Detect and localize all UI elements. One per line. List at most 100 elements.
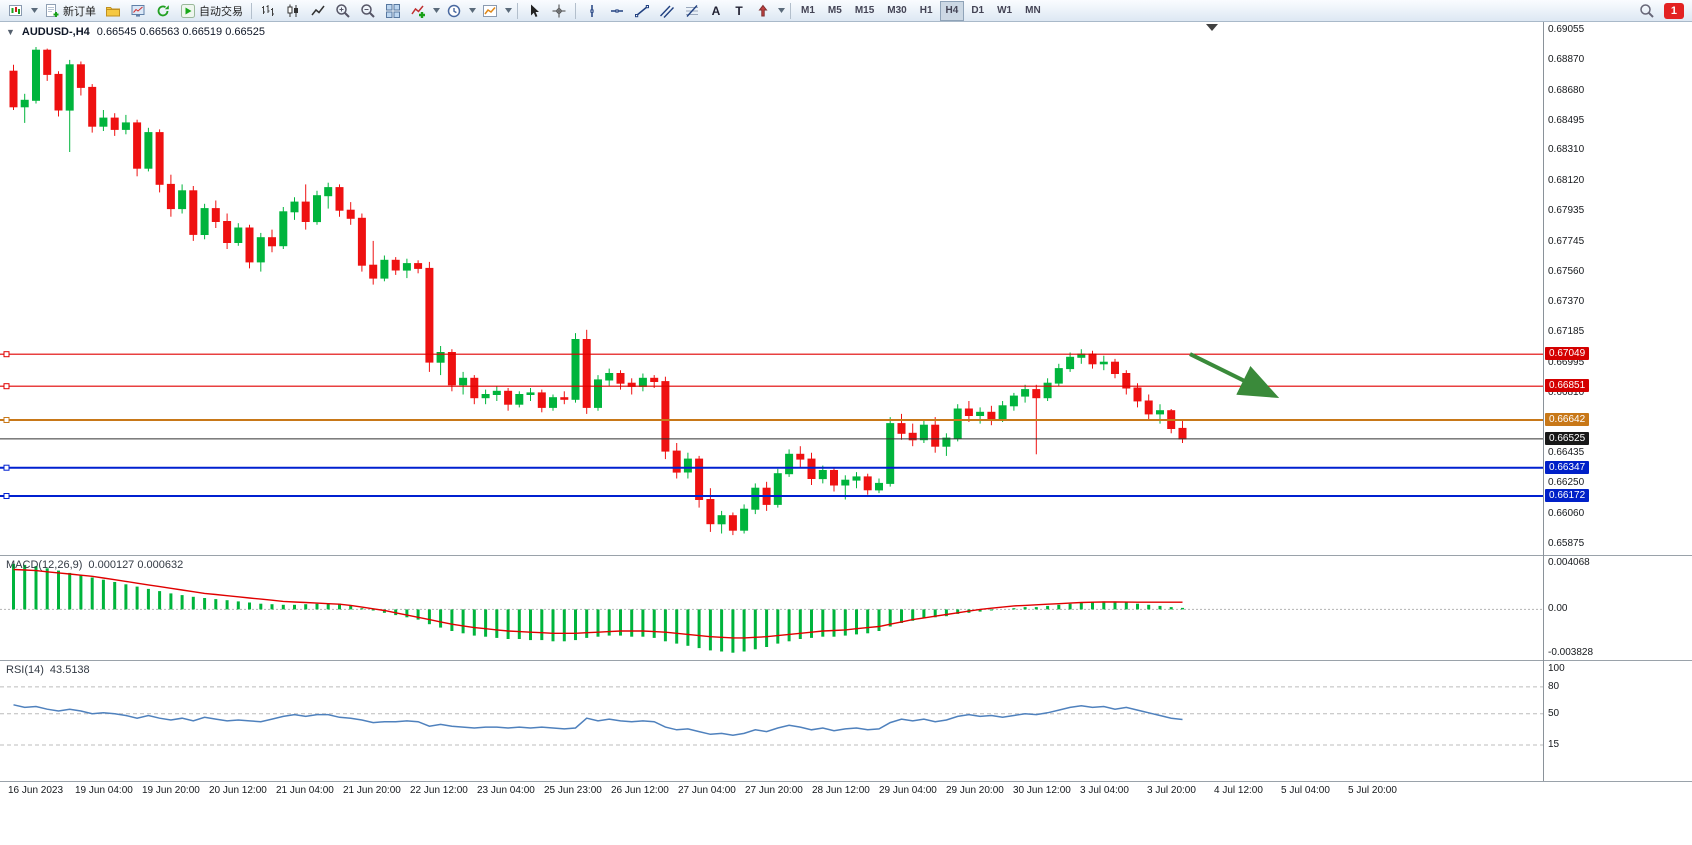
profiles-button[interactable] xyxy=(101,1,125,21)
candle-body xyxy=(54,73,63,111)
candle-body xyxy=(200,208,209,236)
tile-windows-icon xyxy=(386,3,400,18)
new-chart-dropdown[interactable] xyxy=(29,1,39,21)
time-axis[interactable]: 16 Jun 2023 19 Jun 04:00 19 Jun 20:00 20 Ju… xyxy=(0,782,1543,802)
timeframe-button-m1[interactable]: M1 xyxy=(795,1,821,21)
price-axis-label: 0.67185 xyxy=(1548,326,1585,337)
line-handle[interactable] xyxy=(3,493,10,499)
rsi-indicator-label: RSI(14) 43.5138 xyxy=(6,664,90,676)
bar-chart-icon xyxy=(262,4,274,16)
periods-dropdown[interactable] xyxy=(467,1,477,21)
templates-icon xyxy=(483,4,497,17)
chevron-down-icon xyxy=(777,8,785,13)
price-tag: 0.67049 xyxy=(1545,347,1590,360)
candle-body xyxy=(32,49,40,101)
line-handle[interactable] xyxy=(3,417,10,423)
timeframe-button-m30[interactable]: M30 xyxy=(881,1,912,21)
templates-dropdown[interactable] xyxy=(503,1,513,21)
rsi-panel[interactable] xyxy=(0,662,1543,781)
main-price-chart[interactable] xyxy=(0,22,1543,554)
bar-chart-mode-button[interactable] xyxy=(256,1,280,21)
timeframe-button-w1[interactable]: W1 xyxy=(991,1,1018,21)
timeframe-button-mn[interactable]: MN xyxy=(1019,1,1047,21)
new-order-button[interactable]: 新订单 xyxy=(40,1,100,21)
macd-panel[interactable] xyxy=(0,557,1543,659)
candle-body xyxy=(9,70,18,108)
arrows-dropdown[interactable] xyxy=(776,1,786,21)
text-label-tool-button[interactable]: T xyxy=(728,1,750,21)
macd-axis-label: -0.003828 xyxy=(1548,647,1594,658)
timeframe-button-m5[interactable]: M5 xyxy=(822,1,848,21)
zoom-out-button[interactable] xyxy=(356,1,380,21)
arrows-tool-button[interactable] xyxy=(751,1,775,21)
candle-body xyxy=(1144,400,1153,415)
cursor-tool-button[interactable] xyxy=(522,1,546,21)
timeframe-button-h1[interactable]: H1 xyxy=(914,1,939,21)
line-handle[interactable] xyxy=(3,464,10,471)
candle-body xyxy=(773,473,782,505)
candle-body xyxy=(234,227,243,243)
indicators-dropdown[interactable] xyxy=(431,1,441,21)
panel-separator[interactable] xyxy=(0,660,1692,661)
price-tag: 0.66172 xyxy=(1545,489,1590,502)
crosshair-tool-button[interactable] xyxy=(547,1,571,21)
text-tool-button[interactable]: A xyxy=(705,1,727,21)
candle-body xyxy=(683,458,692,473)
price-tag: 0.66851 xyxy=(1545,379,1590,392)
candle-body xyxy=(324,187,333,197)
candle-body xyxy=(998,405,1007,420)
candle-body xyxy=(492,390,501,395)
chart-bottom-frame xyxy=(0,781,1692,782)
time-axis-label: 3 Jul 20:00 xyxy=(1147,785,1196,796)
timeframe-button-h4[interactable]: H4 xyxy=(939,0,965,21)
candle-body xyxy=(796,453,805,460)
notification-count: 1 xyxy=(1670,4,1677,17)
market-watch-button[interactable] xyxy=(126,1,150,21)
candle-body xyxy=(301,201,310,223)
candle-body xyxy=(1043,382,1052,399)
macd-signal-line xyxy=(13,568,1183,639)
crosshair-icon xyxy=(552,4,566,17)
trendline-tool-button[interactable] xyxy=(630,1,654,21)
zoom-in-button[interactable] xyxy=(331,1,355,21)
candle-body xyxy=(1156,410,1164,415)
search-icon xyxy=(1640,3,1654,18)
horizontal-line-tool-button[interactable] xyxy=(605,1,629,21)
autotrading-button[interactable]: 自动交易 xyxy=(176,1,247,21)
periods-button[interactable] xyxy=(442,1,466,21)
indicators-icon xyxy=(411,5,425,18)
price-axis-label: 0.65875 xyxy=(1548,538,1585,549)
candle-body xyxy=(931,424,940,447)
symbol-timeframe-title: AUDUSD-,H4 xyxy=(21,26,90,38)
text-label-icon: T xyxy=(735,3,743,18)
candle-body xyxy=(560,397,569,400)
line-chart-mode-button[interactable] xyxy=(306,1,330,21)
fibonacci-tool-button[interactable] xyxy=(680,1,704,21)
price-axis-label: 0.67370 xyxy=(1548,296,1585,307)
templates-button[interactable] xyxy=(478,1,502,21)
chart-shift-marker[interactable] xyxy=(1206,24,1218,31)
timeframe-button-m15[interactable]: M15 xyxy=(849,1,880,21)
panel-separator[interactable] xyxy=(0,555,1692,556)
one-click-trading-arrow[interactable]: ▼ xyxy=(6,27,15,37)
line-handle[interactable] xyxy=(3,351,10,358)
channel-tool-button[interactable] xyxy=(655,1,679,21)
candle-body xyxy=(346,209,355,219)
time-axis-label: 27 Jun 20:00 xyxy=(745,785,803,796)
candlestick-mode-button[interactable] xyxy=(281,1,305,21)
search-button[interactable] xyxy=(1635,1,1659,21)
candle-body xyxy=(414,263,423,269)
refresh-button[interactable] xyxy=(151,1,175,21)
timeframe-button-d1[interactable]: D1 xyxy=(965,1,990,21)
price-axis[interactable]: 0.69055 0.68870 0.68680 0.68495 0.68310 0.681… xyxy=(1544,22,1692,804)
trend-arrow[interactable] xyxy=(1189,352,1280,399)
rsi-axis-label: 15 xyxy=(1548,739,1560,750)
indicators-button[interactable] xyxy=(406,1,430,21)
notification-badge[interactable]: 1 xyxy=(1663,2,1684,19)
vertical-line-tool-button[interactable] xyxy=(580,1,604,21)
candle-body xyxy=(863,476,872,491)
tile-windows-button[interactable] xyxy=(381,1,405,21)
new-chart-button[interactable] xyxy=(4,1,28,21)
time-axis-label: 26 Jun 12:00 xyxy=(611,785,669,796)
line-handle[interactable] xyxy=(3,383,10,390)
